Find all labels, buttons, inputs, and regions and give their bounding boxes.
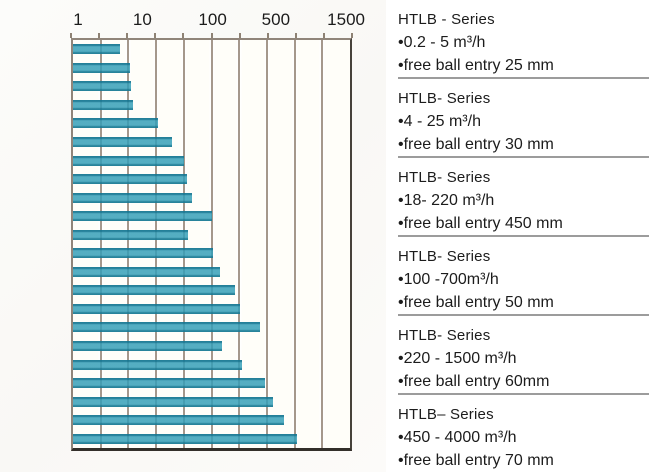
gridline <box>99 40 102 448</box>
flow-range-bar <box>73 415 284 426</box>
axis-tick-mark <box>98 33 101 38</box>
gridline <box>265 40 268 448</box>
axis-tick-label: 1500 <box>327 10 366 29</box>
flow-range-bar <box>73 62 131 73</box>
series-title: HTLB– Series <box>398 406 494 423</box>
axis-tick-mark <box>238 33 241 38</box>
gridline <box>127 40 130 448</box>
series-title: HTLB- Series <box>398 169 491 186</box>
flow-range-bar <box>73 174 187 185</box>
series-block: HTLB- Series •220 - 1500 m³/h •free ball… <box>398 316 657 393</box>
flow-range-bar <box>73 229 188 240</box>
flow-range-bar <box>73 211 212 222</box>
flow-range-bar <box>73 378 265 389</box>
gridline <box>293 40 296 448</box>
flow-range-bar <box>73 285 236 296</box>
flow-range-bar <box>73 99 134 110</box>
axis-tick-label: 500 <box>261 10 291 29</box>
flow-range-bar <box>73 322 260 333</box>
axis-tick-label: 1 <box>73 10 83 29</box>
flow-range-bar <box>73 396 273 407</box>
flow-range-bar <box>73 44 121 55</box>
series-flow-range: •4 - 25 m³/h <box>398 113 481 130</box>
series-ball-entry: •free ball entry 450 mm <box>398 215 563 232</box>
series-ball-entry: •free ball entry 50 mm <box>398 294 554 311</box>
flow-range-bar <box>73 137 172 147</box>
plot-area <box>71 38 352 451</box>
series-block: HTLB- Series •4 - 25 m³/h •free ball ent… <box>398 79 657 156</box>
axis-tick-mark <box>182 33 185 38</box>
flow-range-bar <box>73 81 132 92</box>
series-flow-range: •18- 220 m³/h <box>398 192 495 209</box>
series-flow-range: •450 - 4000 m³/h <box>398 429 517 446</box>
separator <box>398 314 649 316</box>
separator <box>398 156 649 158</box>
series-block: HTLB- Series •18- 220 m³/h •free ball en… <box>398 158 657 235</box>
flow-range-bar <box>73 303 241 314</box>
series-title: HTLB- Series <box>398 248 491 265</box>
series-ball-entry: •free ball entry 30 mm <box>398 136 554 153</box>
flow-range-bar <box>73 433 297 444</box>
series-title: HTLB- Series <box>398 90 491 107</box>
axis-tick-mark <box>351 33 353 38</box>
series-ball-entry: •free ball entry 70 mm <box>398 452 554 469</box>
gridline <box>182 40 185 448</box>
axis-tick-mark <box>294 33 297 38</box>
flow-range-bar <box>73 341 223 351</box>
gridline <box>155 40 158 448</box>
series-info-panel: HTLB - Series •0.2 - 5 m³/h •free ball e… <box>386 0 657 472</box>
series-ball-entry: •free ball entry 25 mm <box>398 57 554 74</box>
series-block: HTLB - Series •0.2 - 5 m³/h •free ball e… <box>398 0 657 77</box>
axis-tick-label: 10 <box>132 10 152 29</box>
separator <box>398 235 649 237</box>
series-flow-range: •0.2 - 5 m³/h <box>398 34 486 51</box>
series-block: HTLB– Series •450 - 4000 m³/h •free ball… <box>398 395 657 472</box>
series-title: HTLB - Series <box>398 11 495 28</box>
gridline <box>238 40 241 448</box>
axis-tick-mark <box>154 33 157 38</box>
flow-range-bar <box>73 192 192 203</box>
gridline <box>210 40 213 448</box>
series-title: HTLB- Series <box>398 327 491 344</box>
series-ball-entry: •free ball entry 60mm <box>398 373 550 390</box>
axis-tick-mark <box>322 33 325 38</box>
flow-range-bar <box>73 248 214 259</box>
separator <box>398 393 649 395</box>
axis-tick-label: 100 <box>198 10 227 29</box>
axis-tick-mark <box>70 33 72 38</box>
flow-range-chart: 1 10 100 500 1500 <box>0 0 386 472</box>
series-block: HTLB- Series •100 -700m³/h •free ball en… <box>398 237 657 314</box>
flow-range-bar <box>73 155 184 166</box>
bar-layer <box>73 40 350 448</box>
separator <box>398 77 649 79</box>
axis-tick-mark <box>266 33 269 38</box>
series-flow-range: •100 -700m³/h <box>398 271 499 288</box>
flow-range-bar <box>73 359 243 370</box>
axis-tick-mark <box>210 33 213 38</box>
x-axis-top: 1 10 100 500 1500 <box>70 10 365 38</box>
flow-range-bar <box>73 118 159 129</box>
axis-tick-mark <box>126 33 129 38</box>
series-flow-range: •220 - 1500 m³/h <box>398 350 517 367</box>
grid-layer <box>73 40 350 448</box>
flow-range-bar <box>73 266 220 277</box>
gridline <box>321 40 324 448</box>
